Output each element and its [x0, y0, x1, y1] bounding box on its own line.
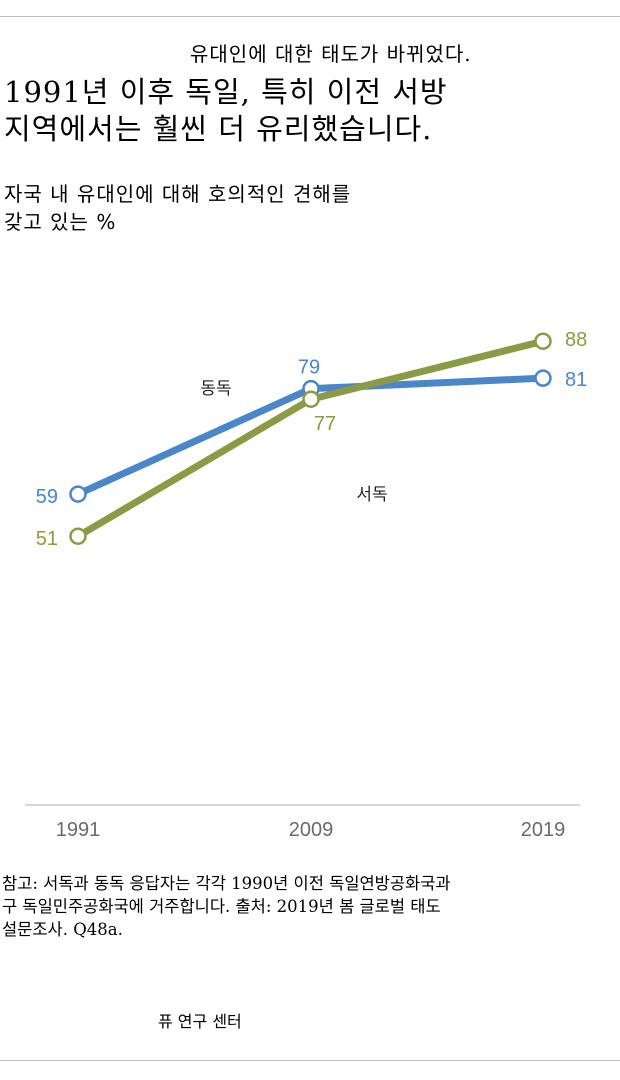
note-line-1: 참고: 서독과 동독 응답자는 각각 1990년 이전 독일연방공화국과 [2, 874, 451, 893]
bottom-rule [0, 1060, 620, 1061]
title-line-2: 지역에서는 훨씬 더 유리했습니다. [4, 112, 433, 146]
data-label: 59 [36, 486, 58, 508]
data-label: 88 [565, 329, 587, 351]
subtitle-line-1: 자국 내 유대인에 대해 호의적인 견해를 [4, 182, 352, 206]
data-point-marker [69, 485, 87, 503]
data-point-marker [302, 390, 320, 408]
data-label: 51 [36, 528, 58, 550]
top-rule [0, 16, 620, 17]
chart-note: 참고: 서독과 동독 응답자는 각각 1990년 이전 독일연방공화국과 구 독… [2, 872, 614, 941]
subtitle-line-2: 갖고 있는 % [4, 210, 117, 234]
data-point-marker [69, 527, 87, 545]
source-credit: 퓨 연구 센터 [158, 1012, 242, 1031]
data-label: 81 [565, 369, 587, 391]
data-label: 79 [298, 357, 320, 379]
data-point-marker [534, 332, 552, 350]
chart-title: 1991년 이후 독일, 특히 이전 서방 지역에서는 훨씬 더 유리했습니다. [4, 74, 448, 148]
series-name-label: 동독 [200, 379, 231, 399]
chart-subtitle: 자국 내 유대인에 대해 호의적인 견해를 갖고 있는 % [4, 180, 351, 236]
note-line-3: 설문조사. Q48a. [2, 920, 123, 939]
title-line-1: 1991년 이후 독일, 특히 이전 서방 [4, 75, 448, 109]
note-line-2: 구 독일민주공화국에 거주합니다. 출처: 2019년 봄 글로벌 태도 [2, 897, 441, 916]
x-tick-label: 1991 [56, 819, 101, 841]
x-tick-label: 2019 [521, 819, 566, 841]
x-tick-label: 2009 [289, 819, 334, 841]
data-point-marker [534, 369, 552, 387]
chart-kicker: 유대인에 대한 태도가 바뀌었다. [190, 42, 472, 66]
series-name-label: 서독 [356, 485, 387, 505]
data-label: 77 [314, 413, 336, 435]
